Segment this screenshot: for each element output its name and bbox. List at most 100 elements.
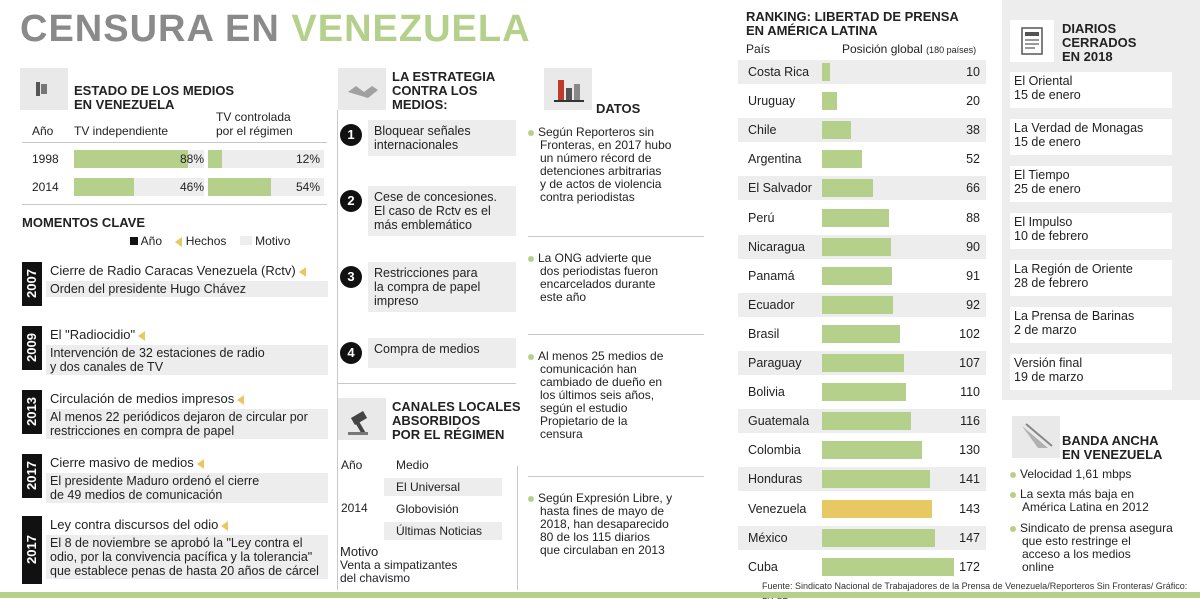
page-title: CENSURA EN VENEZUELA <box>20 8 531 51</box>
bullet-icon <box>1010 491 1016 498</box>
rank-value: 91 <box>966 268 980 283</box>
diario-item: Versión final 19 de marzo <box>1010 354 1172 390</box>
rank-value: 143 <box>959 501 980 516</box>
ranking-col-pos-label: Posición global <box>842 42 923 56</box>
strategy-line: más emblemático <box>374 218 472 232</box>
year-tag: 2017 <box>22 516 42 584</box>
rank-bar <box>822 441 922 460</box>
newspaper-icon <box>1010 20 1054 62</box>
canal-medio: Últimas Noticias <box>384 522 502 540</box>
datos-line: censura <box>540 427 583 441</box>
ranking-heading-line: EN AMÉRICA LATINA <box>746 23 878 38</box>
rank-bar <box>822 412 911 431</box>
datos-line: Al menos 25 medios de <box>528 350 698 363</box>
motivo-line: de 49 medios de comunicación <box>50 488 223 502</box>
estado-ctrl-bar <box>208 178 271 196</box>
rank-bar <box>822 150 862 169</box>
datos-line: que circulaban en 2013 <box>540 543 665 557</box>
ranking-heading: RANKING: LIBERTAD DE PRENSA EN AMÉRICA L… <box>746 10 959 38</box>
canales-col-medio: Medio <box>396 458 429 472</box>
datos-line: un número récord de <box>540 151 652 165</box>
rank-country: Chile <box>748 123 777 138</box>
strategy-line: Compra de medios <box>374 342 480 356</box>
estado-ctrl-bar <box>208 150 222 168</box>
motivo-line: odio, por la convivencia pacífica y la t… <box>50 550 313 564</box>
rank-country: Guatemala <box>748 414 810 429</box>
datos-line: hasta fines de mayo de <box>540 504 665 518</box>
datos-line: Según Reporteros sin <box>528 126 698 139</box>
estado-col-tv-ctrl-line: por el régimen <box>216 124 293 138</box>
banda-line: América Latina en 2012 <box>1022 500 1149 514</box>
datos-divider <box>528 236 704 237</box>
year-tag: 2017 <box>22 454 42 498</box>
diario-name: El Tiempo <box>1014 168 1070 182</box>
rank-bar <box>822 208 889 227</box>
datos-line: cambiado de dueño en <box>540 375 663 389</box>
strategy-line: Cese de concesiones. <box>374 190 497 204</box>
diario-name: La Región de Oriente <box>1014 262 1133 276</box>
gavel-icon <box>338 398 386 440</box>
estado-col-tv-ind: TV independiente <box>74 124 169 138</box>
hecho-marker-icon <box>298 266 306 277</box>
banda-line: Sindicato de prensa asegura <box>1010 522 1198 535</box>
motivo-box: El presidente Maduro ordenó el cierre de … <box>46 473 328 503</box>
motivo-line: Intervención de 32 estaciones de radio <box>50 346 265 360</box>
datos-divider <box>528 476 704 477</box>
datos-heading: DATOS <box>596 101 641 116</box>
source-note: Fuente: Sindicato Nacional de Trabajador… <box>762 581 1188 601</box>
strategy-line: internacionales <box>374 138 459 152</box>
hecho-marker-icon <box>237 394 245 405</box>
strategy-line: El caso de Rctv es el <box>374 204 491 218</box>
rank-country: Colombia <box>748 443 801 458</box>
canal-medio: Globovisión <box>384 500 502 518</box>
datos-item: La ONG advierte que dos periodistas fuero… <box>528 252 698 304</box>
estado-heading: ESTADO DE LOS MEDIOS EN VENEZUELA <box>74 84 234 112</box>
canales-heading-line: CANALES LOCALES <box>392 399 521 414</box>
motivo-line: y dos canales de TV <box>50 360 164 374</box>
ranking-col-pos: Posición global (180 países) <box>842 42 976 56</box>
canales-col-year: Año <box>341 458 363 472</box>
hecho-label: Cierre de Radio Caracas Venezuela (Rctv) <box>50 264 306 278</box>
motivo-line: restricciones en compra de papel <box>50 424 235 438</box>
rank-bar <box>822 237 891 256</box>
diario-name: El Oriental <box>1014 74 1073 88</box>
estado-col-tv-ctrl-line: TV controlada <box>216 110 291 124</box>
motivo-box: Al menos 22 periódicos dejaron de circul… <box>46 409 328 439</box>
year-tag: 2007 <box>22 262 42 306</box>
hecho-marker-icon <box>221 520 229 531</box>
rank-value: 141 <box>959 472 980 487</box>
rank-bar <box>822 499 932 518</box>
rank-country: El Salvador <box>748 181 812 196</box>
rank-value: 52 <box>966 152 980 167</box>
motivo-line: que establece penas de hasta 20 años de … <box>50 564 319 578</box>
title-part2: VENEZUELA <box>291 8 531 50</box>
strategy-line: la compra de papel <box>374 280 481 294</box>
diario-name: La Verdad de Monagas <box>1014 121 1144 135</box>
strategy-box: Bloquear señales internacionales <box>368 120 516 156</box>
datos-line: dos periodistas fueron <box>540 264 659 278</box>
strategy-number: 1 <box>340 124 362 146</box>
canales-heading: CANALES LOCALES ABSORBIDOS POR EL RÉGIME… <box>392 400 521 442</box>
strategy-number: 4 <box>340 342 362 364</box>
legend-hechos: Hechos <box>185 234 227 248</box>
canales-motivo-line: del chavismo <box>340 571 411 585</box>
datos-item: Según Expresión Libre, y hasta fines de m… <box>528 492 698 557</box>
datos-line: detenciones arbitrarias <box>540 164 662 178</box>
rank-value: 66 <box>966 181 980 196</box>
bullet-icon <box>1010 525 1016 532</box>
rank-value: 90 <box>966 239 980 254</box>
momentos-heading: MOMENTOS CLAVE <box>22 215 146 230</box>
rank-bar <box>822 266 892 285</box>
diarios-heading-line: DIARIOS <box>1062 21 1117 36</box>
rank-bar <box>822 92 837 111</box>
motivo-box: Intervención de 32 estaciones de radio y … <box>46 345 328 375</box>
diario-date: 28 de febrero <box>1014 276 1089 290</box>
banda-line: Velocidad 1,61 mbps <box>1010 468 1198 481</box>
rank-value: 92 <box>966 297 980 312</box>
rank-country: Brasil <box>748 326 780 341</box>
rank-row <box>738 147 986 172</box>
rank-country: Bolivia <box>748 385 785 400</box>
strategy-number: 2 <box>340 190 362 212</box>
diario-name: Versión final <box>1014 356 1083 370</box>
banda-item: La sexta más baja en América Latina en 20… <box>1010 488 1198 514</box>
